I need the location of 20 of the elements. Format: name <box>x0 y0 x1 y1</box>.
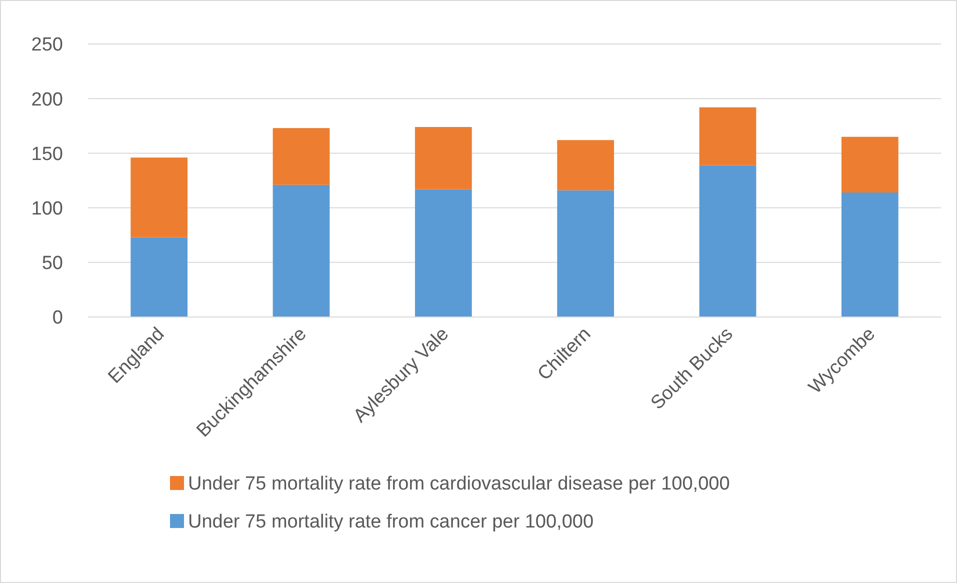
y-tick-label: 150 <box>31 144 63 165</box>
y-tick-label: 200 <box>31 89 63 110</box>
bar <box>130 158 188 238</box>
bar <box>841 136 898 193</box>
bar <box>699 107 756 166</box>
y-tick-label: 0 <box>52 308 63 329</box>
bar <box>272 128 330 185</box>
bar <box>414 126 472 190</box>
legend-label: Under 75 mortality rate from cancer per 100,000 <box>188 512 594 533</box>
bar <box>557 190 614 317</box>
bar <box>130 237 188 317</box>
y-tick-label: 100 <box>31 198 63 220</box>
y-tick-label: 50 <box>42 253 63 274</box>
bar <box>414 189 472 317</box>
legend-label: Under 75 mortality rate from cardiovascular disease per 100,000 <box>188 474 730 495</box>
bar <box>557 140 614 190</box>
y-tick-label: 250 <box>31 34 63 56</box>
bar <box>841 192 898 317</box>
bar <box>272 184 330 317</box>
bar <box>699 165 756 317</box>
